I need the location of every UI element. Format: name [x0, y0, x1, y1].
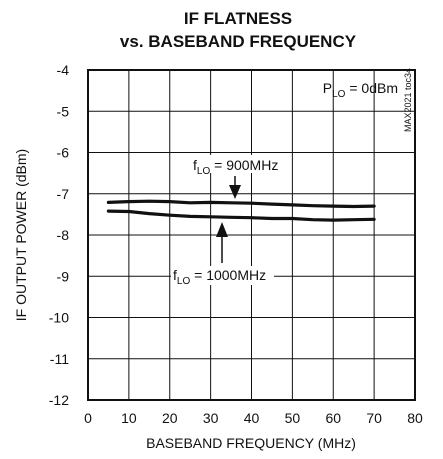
annotation-900mhz-bg [191, 155, 283, 173]
x-tick-label: 80 [407, 410, 423, 426]
series-lines [106, 199, 376, 222]
x-tick-label: 20 [162, 410, 178, 426]
annotation-1000mhz: fLO = 1000MHz [171, 222, 274, 287]
y-tick-label: -12 [49, 392, 69, 408]
y-tick-label: -6 [57, 145, 70, 161]
annotation-1000mhz-label: fLO = 1000MHz [173, 267, 266, 287]
series-line-2 [106, 209, 376, 222]
x-tick-label: 40 [244, 410, 260, 426]
y-tick-label: -8 [57, 227, 70, 243]
plot-frame [87, 69, 416, 401]
y-axis-label: IF OUTPUT POWER (dBm) [13, 149, 29, 321]
x-tick-label: 70 [366, 410, 382, 426]
y-tick-label: -7 [57, 186, 70, 202]
x-tick-label: 60 [325, 410, 341, 426]
x-tick-label: 10 [121, 410, 137, 426]
x-tick-label: 0 [84, 410, 92, 426]
figure-code: MAX2021 toc34 [403, 68, 413, 132]
y-tick-label: -4 [57, 62, 70, 78]
tick-labels: 0 10 20 30 40 50 60 70 80 -4 -5 -6 -7 -8 -9 -10 -11 -12 [49, 62, 423, 426]
x-axis-label: BASEBAND FREQUENCY (MHz) [146, 435, 356, 451]
x-tick-label: 50 [285, 410, 301, 426]
chart-title-line-2: vs. BASEBAND FREQUENCY [120, 32, 357, 51]
x-tick-label: 30 [203, 410, 219, 426]
y-tick-label: -5 [57, 103, 70, 119]
grid [88, 70, 415, 400]
y-tick-label: -10 [49, 310, 69, 326]
y-tick-label: -11 [50, 351, 69, 367]
annotation-1000mhz-bg [171, 266, 274, 285]
series-line-1 [106, 199, 376, 209]
annotation-900mhz: fLO = 900MHz [191, 155, 283, 199]
y-tick-label: -9 [57, 268, 70, 284]
chart-title-line-1: IF FLATNESS [184, 9, 292, 28]
annotation-900mhz-label: fLO = 900MHz [193, 157, 278, 177]
annotation-900mhz-arrow-head [229, 185, 241, 199]
annotation-1000mhz-arrow-head [216, 222, 228, 237]
condition-label: PLO = 0dBm [323, 80, 398, 100]
